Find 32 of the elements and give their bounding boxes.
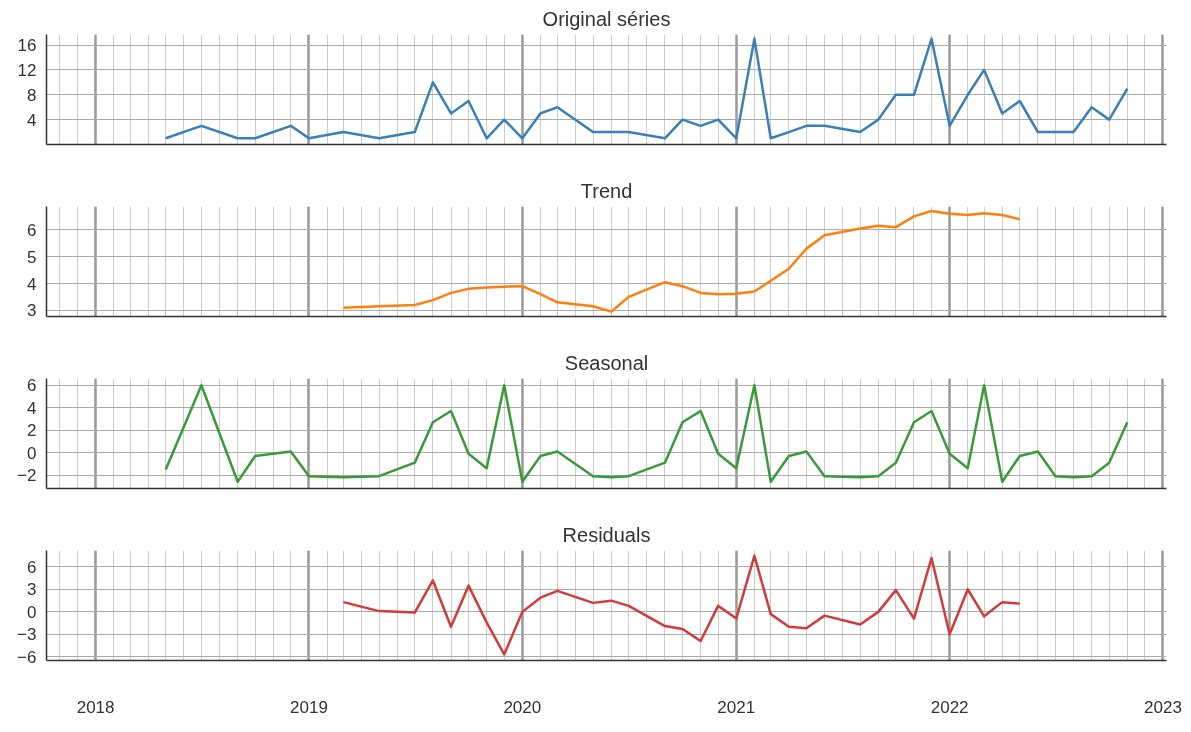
x-tick-label: 2018: [76, 697, 115, 717]
chart-title: Trend: [580, 179, 633, 202]
y-tick-label: 0: [27, 602, 37, 622]
x-tick-label: 2022: [930, 697, 969, 717]
y-tick-label: 4: [27, 110, 37, 130]
y-tick-label: 6: [27, 557, 37, 577]
y-tick-label: 3: [27, 580, 37, 600]
chart-title: Seasonal: [564, 351, 649, 374]
line-series: [164, 383, 1129, 484]
y-tick-label: 6: [27, 376, 37, 396]
x-tick-label: 2020: [503, 697, 542, 717]
y-tick-label: −3: [17, 625, 37, 645]
y-tick-label: 5: [27, 247, 37, 267]
y-tick-label: −2: [17, 466, 37, 486]
y-tick-label: 8: [27, 85, 37, 105]
y-tick-label: 0: [27, 443, 37, 463]
line-series: [342, 209, 1022, 313]
line-series: [342, 554, 1022, 656]
y-tick-label: 4: [27, 274, 37, 294]
y-tick-label: 3: [27, 301, 37, 321]
x-tick-label: 2021: [717, 697, 756, 717]
line-series: [164, 37, 1129, 140]
y-tick-label: 4: [27, 398, 37, 418]
chart-title: Original séries: [542, 7, 671, 30]
y-tick-label: 6: [27, 220, 37, 240]
x-tick-label: 2019: [290, 697, 328, 717]
chart-title: Residuals: [562, 523, 651, 546]
y-tick-label: 12: [17, 60, 37, 80]
y-tick-label: 16: [17, 36, 37, 56]
y-tick-label: 2: [27, 421, 37, 441]
x-tick-label: 2023: [1144, 697, 1182, 717]
y-tick-label: −6: [17, 647, 37, 667]
